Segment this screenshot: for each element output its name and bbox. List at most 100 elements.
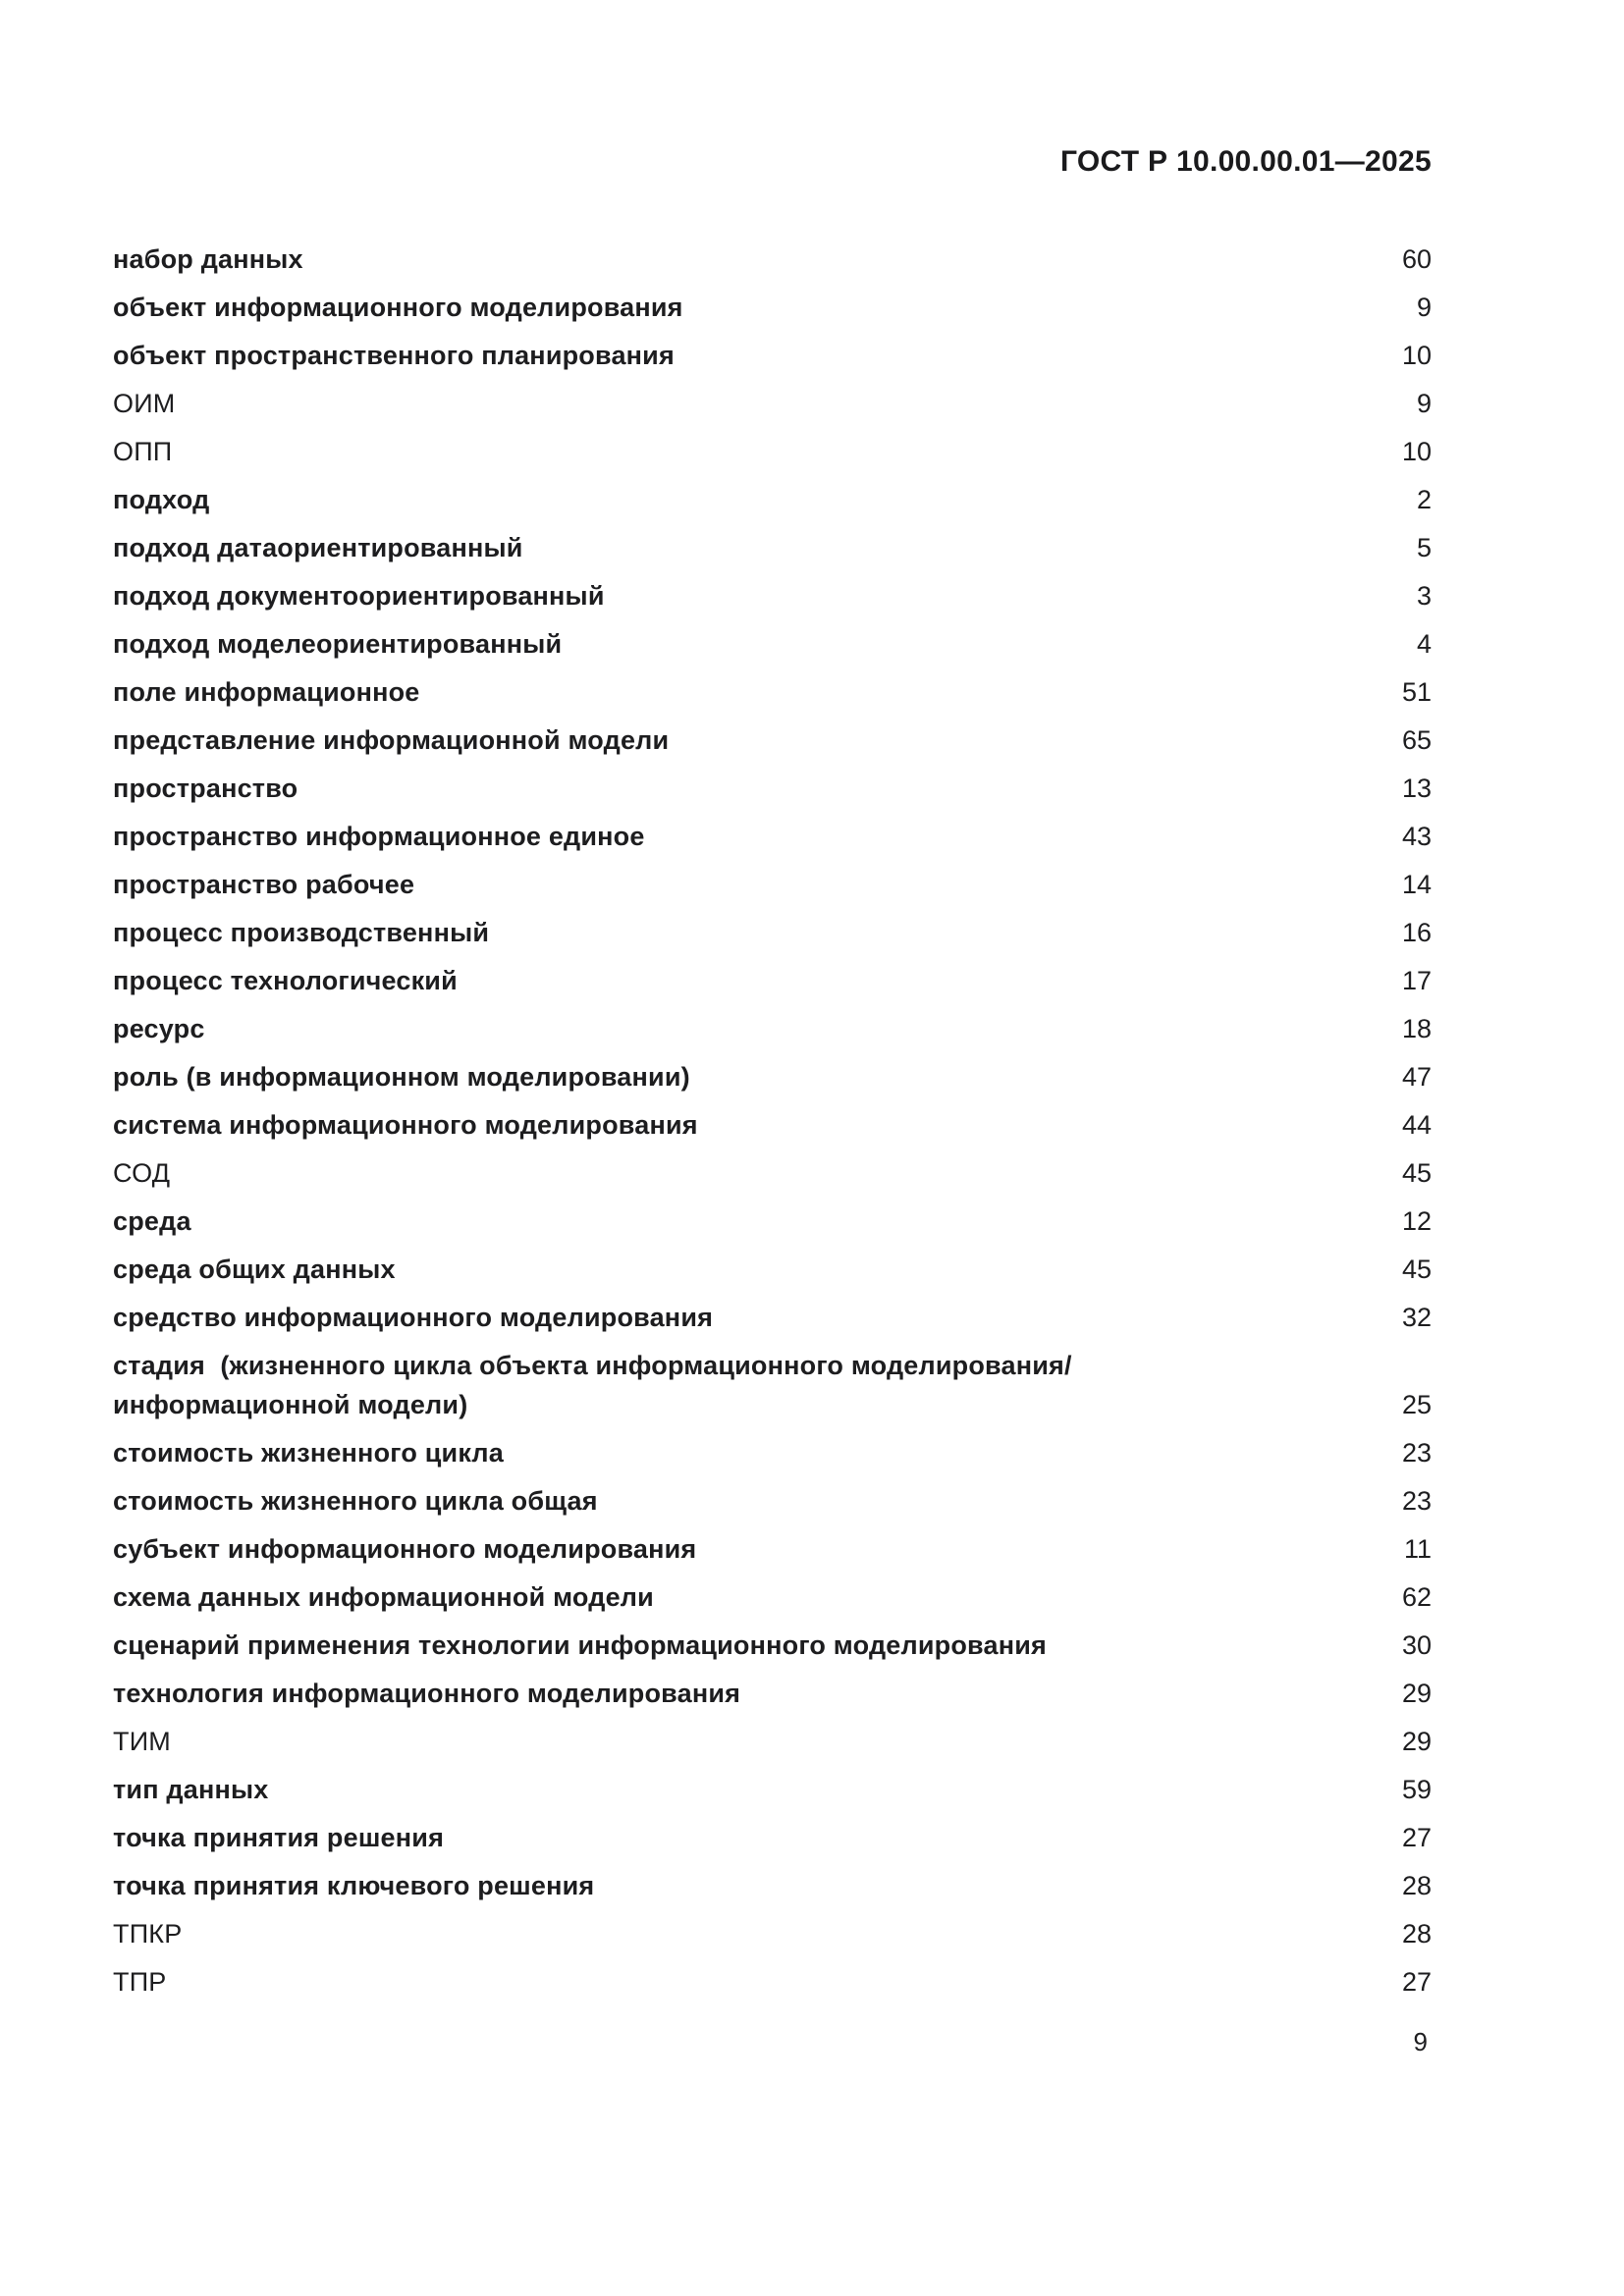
index-term: объект информационного моделирования <box>113 293 683 322</box>
index-page-number: 27 <box>1401 1967 1432 1997</box>
index-row: подход документоориентированный 3 <box>113 576 1432 615</box>
index-row: стадия (жизненного цикла объекта информа… <box>113 1346 1432 1424</box>
index-row: технология информационного моделирования… <box>113 1674 1432 1713</box>
index-page-number: 9 <box>1416 293 1432 322</box>
index-term: процесс производственный <box>113 918 490 947</box>
index-page-number: 23 <box>1401 1438 1432 1468</box>
index-page-number: 29 <box>1401 1727 1432 1756</box>
index-term: подход моделеориентированный <box>113 629 563 659</box>
index-row: СОД 45 <box>113 1153 1432 1193</box>
index-term: точка принятия ключевого решения <box>113 1871 595 1900</box>
index-term: сценарий применения технологии информаци… <box>113 1630 1047 1660</box>
index-row: подход 2 <box>113 480 1432 519</box>
index-row: ОИМ 9 <box>113 384 1432 423</box>
index-page-number: 28 <box>1401 1919 1432 1949</box>
index-page-number: 5 <box>1416 533 1432 562</box>
index-page-number: 27 <box>1401 1823 1432 1852</box>
index-page-number: 65 <box>1401 725 1432 755</box>
index-term: объект пространственного планирования <box>113 341 675 370</box>
index-term: ОИМ <box>113 389 176 418</box>
index-row: сценарий применения технологии информаци… <box>113 1626 1432 1665</box>
index-page-number: 2 <box>1416 485 1432 514</box>
index-term: средство информационного моделирования <box>113 1303 714 1332</box>
index-row: пространство 13 <box>113 769 1432 808</box>
index-page-number: 3 <box>1416 581 1432 611</box>
index-term: пространство рабочее <box>113 870 415 899</box>
index-page-number: 43 <box>1401 822 1432 851</box>
index-term: роль (в информационном моделировании) <box>113 1062 690 1092</box>
index-row: представление информационной модели 65 <box>113 721 1432 760</box>
index-row: субъект информационного моделирования 11 <box>113 1529 1432 1569</box>
index-row: ТПР 27 <box>113 1962 1432 2002</box>
index-page-number: 47 <box>1401 1062 1432 1092</box>
index-row: средство информационного моделирования 32 <box>113 1298 1432 1337</box>
index-row: среда 12 <box>113 1201 1432 1241</box>
index-page-number: 4 <box>1416 629 1432 659</box>
index-term: ТПКР <box>113 1919 183 1949</box>
index-term: подход <box>113 485 210 514</box>
index-term: стоимость жизненного цикла общая <box>113 1486 598 1516</box>
index-page-number: 45 <box>1401 1158 1432 1188</box>
index-row: пространство рабочее 14 <box>113 865 1432 904</box>
index-page-number: 18 <box>1401 1014 1432 1043</box>
index-term: технология информационного моделирования <box>113 1679 741 1708</box>
index-page-number: 10 <box>1401 437 1432 466</box>
index-row: процесс производственный 16 <box>113 913 1432 952</box>
index-row: роль (в информационном моделировании) 47 <box>113 1057 1432 1096</box>
index-row: точка принятия ключевого решения 28 <box>113 1866 1432 1905</box>
index-page-number: 14 <box>1401 870 1432 899</box>
index-page-number: 13 <box>1401 774 1432 803</box>
index-row: точка принятия решения 27 <box>113 1818 1432 1857</box>
index-row: стоимость жизненного цикла 23 <box>113 1433 1432 1472</box>
index-page-number: 12 <box>1401 1206 1432 1236</box>
index-page-number: 44 <box>1401 1110 1432 1140</box>
index-row: система информационного моделирования 44 <box>113 1105 1432 1145</box>
index-page-number: 16 <box>1401 918 1432 947</box>
index-row: объект информационного моделирования 9 <box>113 288 1432 327</box>
index-page-number: 45 <box>1401 1255 1432 1284</box>
index-term: ОПП <box>113 437 173 466</box>
index-page-number: 32 <box>1401 1303 1432 1332</box>
index-page-number: 9 <box>1416 389 1432 418</box>
index-row: ТИМ 29 <box>113 1722 1432 1761</box>
index-term: стадия (жизненного цикла объекта информа… <box>113 1351 1072 1419</box>
index-row: тип данных 59 <box>113 1770 1432 1809</box>
index-list: набор данных 60 объект информационного мод… <box>113 240 1432 2002</box>
index-term: процесс технологический <box>113 966 458 995</box>
index-row: ресурс 18 <box>113 1009 1432 1048</box>
index-term: поле информационное <box>113 677 420 707</box>
index-row: набор данных 60 <box>113 240 1432 279</box>
index-page-number: 62 <box>1401 1582 1432 1612</box>
index-row: процесс технологический 17 <box>113 961 1432 1000</box>
index-term: стоимость жизненного цикла <box>113 1438 504 1468</box>
index-term: подход документоориентированный <box>113 581 605 611</box>
index-term: система информационного моделирования <box>113 1110 698 1140</box>
index-term: пространство информационное единое <box>113 822 645 851</box>
index-term: субъект информационного моделирования <box>113 1534 697 1564</box>
index-term: схема данных информационной модели <box>113 1582 654 1612</box>
document-code-header: ГОСТ Р 10.00.00.01—2025 <box>1060 145 1432 178</box>
index-page-number: 11 <box>1403 1534 1432 1564</box>
index-page-number: 23 <box>1401 1486 1432 1516</box>
index-page-number: 60 <box>1401 244 1432 274</box>
index-term: пространство <box>113 774 298 803</box>
index-row: среда общих данных 45 <box>113 1250 1432 1289</box>
index-term: СОД <box>113 1158 171 1188</box>
index-row: объект пространственного планирования 10 <box>113 336 1432 375</box>
page-number-footer: 9 <box>1413 2027 1428 2056</box>
index-term: точка принятия решения <box>113 1823 445 1852</box>
index-page-number: 59 <box>1401 1775 1432 1804</box>
index-page-number: 10 <box>1401 341 1432 370</box>
index-term: ТИМ <box>113 1727 171 1756</box>
index-term: ТПР <box>113 1967 167 1997</box>
index-row: схема данных информационной модели 62 <box>113 1577 1432 1617</box>
index-page-number: 29 <box>1401 1679 1432 1708</box>
index-row: стоимость жизненного цикла общая 23 <box>113 1481 1432 1521</box>
index-page-number: 28 <box>1401 1871 1432 1900</box>
index-row: пространство информационное единое 43 <box>113 817 1432 856</box>
index-page-number: 51 <box>1401 677 1432 707</box>
index-page-number: 25 <box>1401 1390 1432 1419</box>
index-page-number: 17 <box>1401 966 1432 995</box>
index-term: тип данных <box>113 1775 269 1804</box>
